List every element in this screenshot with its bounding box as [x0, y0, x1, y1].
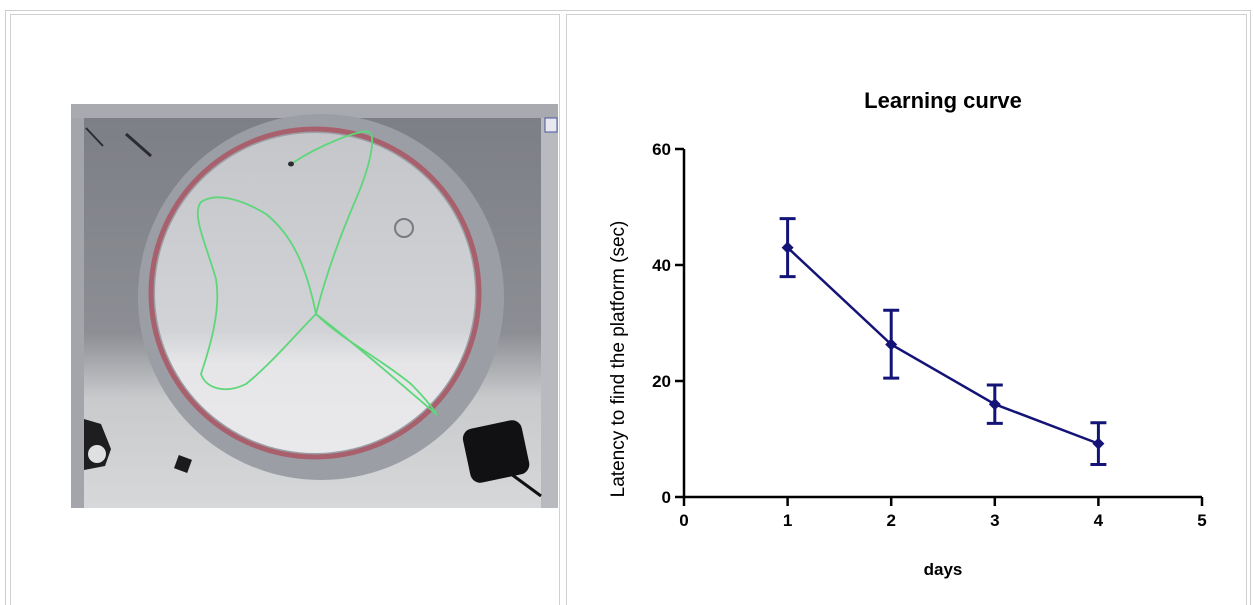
- window-left-edge: [71, 118, 84, 508]
- data-point: [1092, 437, 1105, 450]
- data-marks: [779, 217, 1107, 467]
- data-point: [885, 338, 898, 351]
- device-cable: [510, 472, 542, 498]
- learning-curve-chart: Learning curve 0 1 2 3 4 5 0 20 40 60 days Latenc…: [608, 88, 1207, 579]
- data-point: [988, 398, 1001, 411]
- pool-rim: [148, 126, 482, 460]
- window-titlebar: [71, 104, 558, 118]
- y-axis-label: Latency to find the platform (sec): [608, 221, 629, 498]
- y-tick-label: 20: [652, 372, 671, 391]
- floor-square-icon: [174, 455, 192, 473]
- corner-object-hole: [88, 445, 106, 463]
- swim-path: [196, 130, 437, 416]
- x-tick-label: 4: [1094, 511, 1104, 530]
- chart-title: Learning curve: [864, 88, 1022, 113]
- x-tick-label: 5: [1197, 511, 1206, 530]
- x-tick-label: 3: [990, 511, 999, 530]
- window-button-icon: [544, 117, 558, 133]
- corner-marker-line-2: [85, 127, 104, 147]
- right-cell: [566, 14, 1247, 605]
- y-tick-label: 0: [662, 488, 671, 507]
- axes: [675, 147, 1204, 506]
- water-maze-photo: [71, 104, 558, 508]
- series-line: [786, 246, 1099, 445]
- window-scrollbar: [541, 118, 558, 508]
- x-tick-label: 2: [886, 511, 895, 530]
- x-tick-label: 0: [679, 511, 688, 530]
- rat-start-dot: [288, 161, 294, 167]
- x-axis-label: days: [924, 560, 963, 579]
- tick-labels: 0 1 2 3 4 5 0 20 40 60: [652, 140, 1207, 530]
- pool-water: [155, 133, 475, 453]
- camera-device-icon: [462, 420, 530, 483]
- platform-icon: [394, 218, 414, 238]
- left-cell: [10, 14, 560, 605]
- y-tick-label: 40: [652, 256, 671, 275]
- data-point: [781, 241, 794, 254]
- x-tick-label: 1: [783, 511, 792, 530]
- corner-marker-line: [125, 132, 152, 158]
- y-tick-label: 60: [652, 140, 671, 159]
- page-frame: [5, 10, 1251, 605]
